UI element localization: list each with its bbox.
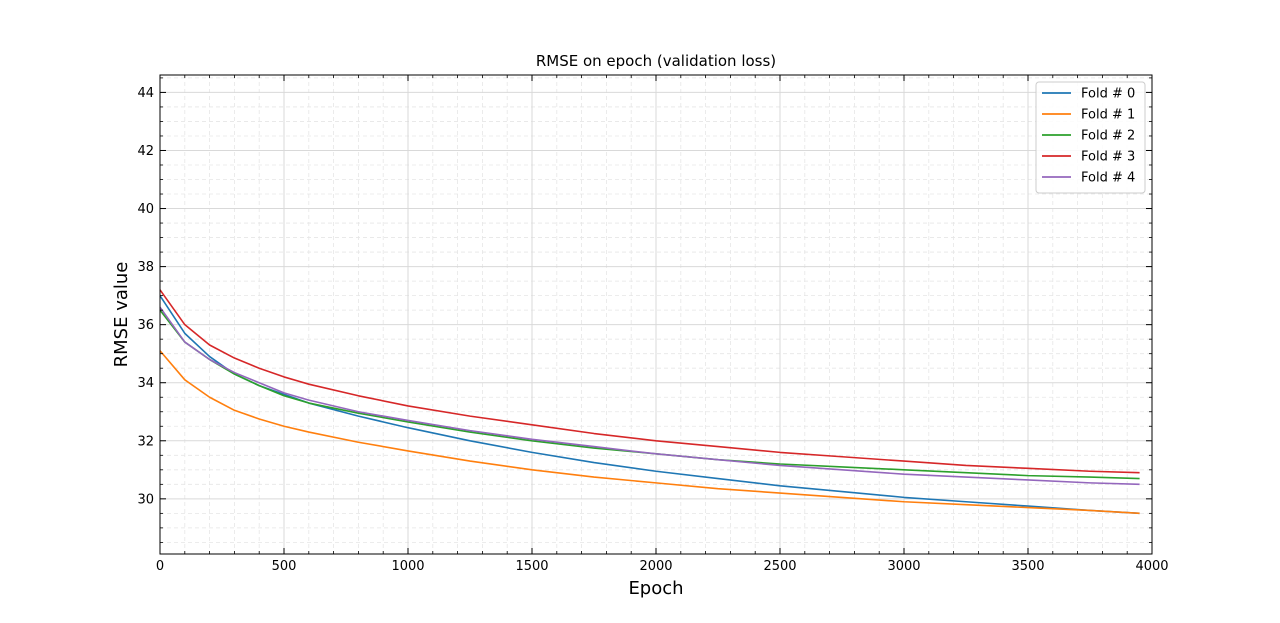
legend-label: Fold # 0 <box>1081 87 1135 102</box>
series-line-fold-2 <box>159 309 1140 480</box>
x-tick-label: 3000 <box>887 559 920 574</box>
x-tick-label: 500 <box>272 559 297 574</box>
series-line-fold-3 <box>159 289 1140 474</box>
legend: Fold # 0 Fold # 1 Fold # 2 Fold # 3 Fold # 4 <box>1035 81 1146 194</box>
x-tick-label: 0 <box>156 559 164 574</box>
series-line-fold-1 <box>159 350 1140 515</box>
series-lines <box>159 289 1140 515</box>
axis-ticks: 0 500 1000 1500 2000 2500 3000 3500 4000 30 32 34 36… <box>137 75 1169 574</box>
x-tick-label: 2500 <box>763 559 796 574</box>
y-tick-label: 44 <box>137 86 154 101</box>
y-tick-label: 42 <box>137 144 154 159</box>
x-tick-label: 2000 <box>639 559 672 574</box>
legend-label: Fold # 3 <box>1081 150 1135 165</box>
legend-label: Fold # 1 <box>1081 108 1135 123</box>
x-tick-label: 1000 <box>391 559 424 574</box>
grid <box>159 75 1153 554</box>
series-line-fold-0 <box>159 295 1140 515</box>
legend-label: Fold # 4 <box>1081 171 1135 186</box>
chart-title: RMSE on epoch (validation loss) <box>536 52 776 70</box>
y-tick-label: 34 <box>137 376 154 391</box>
x-tick-label: 1500 <box>515 559 548 574</box>
y-tick-label: 40 <box>137 202 154 217</box>
y-axis-label: RMSE value <box>111 262 132 368</box>
y-tick-label: 36 <box>137 318 154 333</box>
y-tick-label: 32 <box>137 434 154 449</box>
y-tick-label: 30 <box>137 492 154 507</box>
x-tick-label: 3500 <box>1011 559 1044 574</box>
series-line-fold-4 <box>159 306 1140 486</box>
legend-box <box>1035 81 1146 194</box>
x-axis-label: Epoch <box>628 578 683 599</box>
x-tick-label: 4000 <box>1135 559 1168 574</box>
y-tick-label: 38 <box>137 260 154 275</box>
legend-label: Fold # 2 <box>1081 129 1135 144</box>
